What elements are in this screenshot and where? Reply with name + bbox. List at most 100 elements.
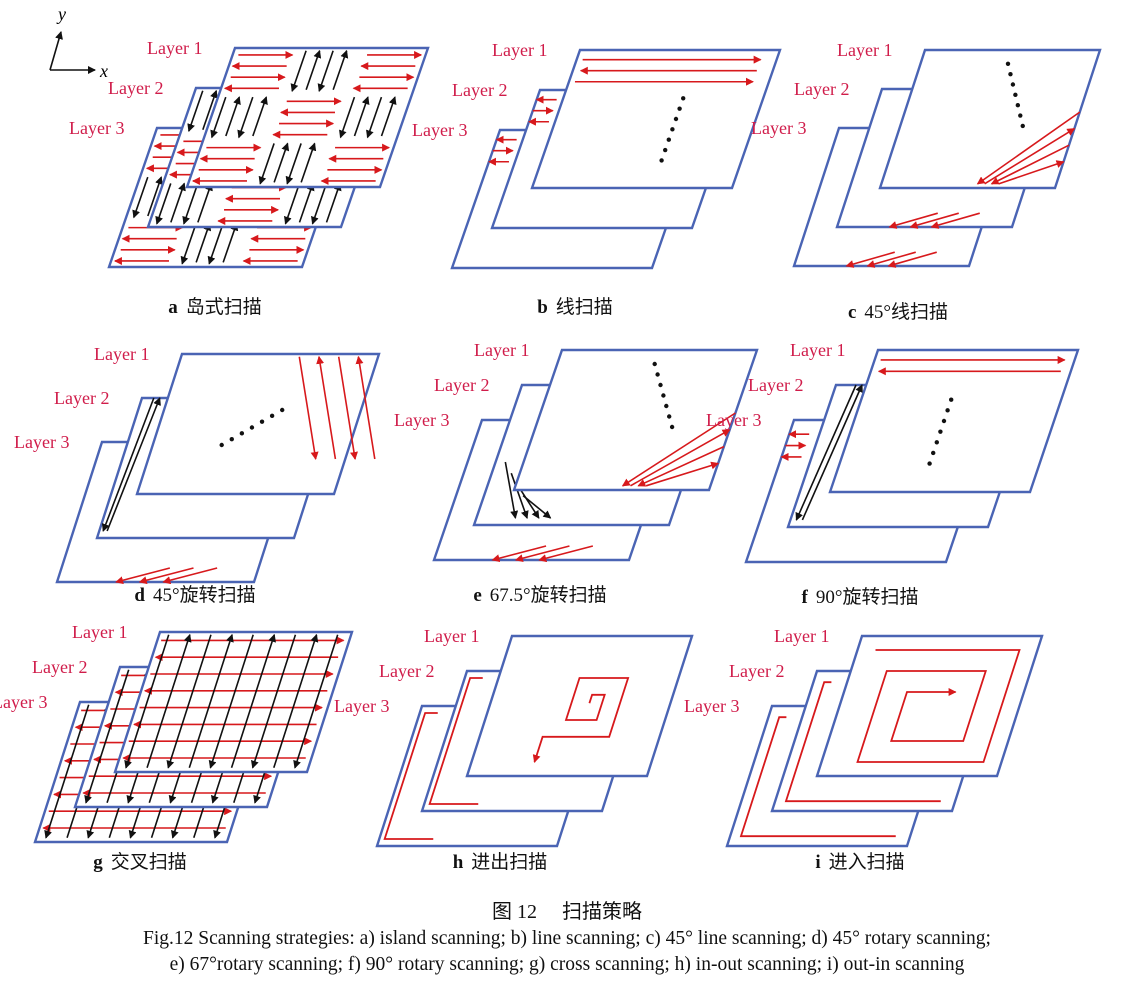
scan-vector-black <box>380 96 397 137</box>
scan-vector-black <box>300 142 317 183</box>
layer-label-2: Layer 2 <box>729 661 784 681</box>
layer-label-2: Layer 2 <box>379 661 434 681</box>
scan-vector-black <box>325 182 342 223</box>
scan-vector-black <box>504 461 519 519</box>
layer-1 <box>878 48 1102 190</box>
scan-vector-red <box>909 212 959 229</box>
scan-vector-black <box>187 90 204 133</box>
panel-title: 45°旋转扫描 <box>152 585 256 606</box>
continuation-dot <box>670 127 675 132</box>
scan-vector-black <box>180 223 197 265</box>
layer-1 <box>828 348 1080 494</box>
scan-vector-red <box>138 567 194 585</box>
panel-caption-e: e 67.5°旋转扫描 <box>473 580 606 607</box>
continuation-dot <box>219 442 224 448</box>
continuation-dot <box>239 431 245 436</box>
continuation-dot <box>652 361 657 367</box>
layer-label-2: Layer 2 <box>108 78 163 98</box>
panel-title: 90°旋转扫描 <box>815 587 919 608</box>
continuation-dot <box>1020 123 1025 129</box>
scan-vector-black <box>251 634 297 769</box>
panel-i: Layer 3 Layer 2 Layer 1 <box>684 626 1044 848</box>
scan-vector-red <box>621 412 736 487</box>
layer-label-1: Layer 1 <box>72 622 127 642</box>
continuation-dot <box>659 158 664 163</box>
scan-vector-black <box>273 633 319 769</box>
layer-label-3: Layer 3 <box>69 118 124 138</box>
scan-vector-black <box>155 183 172 225</box>
layer-label-2: Layer 2 <box>32 657 87 677</box>
scan-vector-black <box>195 222 212 263</box>
scan-vector-black <box>124 634 170 769</box>
scan-vector-black <box>273 142 290 183</box>
scan-vector-black <box>44 704 90 839</box>
scan-vector-red <box>984 127 1076 185</box>
scan-vector-black <box>225 96 241 137</box>
scan-vector-red <box>355 355 376 460</box>
panel-caption-g: g 交叉扫描 <box>93 847 187 874</box>
scan-path <box>784 681 941 803</box>
layer-label-3: Layer 3 <box>334 696 389 716</box>
caption-line-1: Fig.12 Scanning strategies: a) island sc… <box>143 928 991 949</box>
continuation-dot <box>681 96 686 101</box>
panel-e: Layer 3 Layer 2 Layer 1 <box>394 340 759 563</box>
caption-line-2: e) 67°rotary scanning; f) 90° rotary sca… <box>169 954 965 975</box>
layer-label-3: Layer 3 <box>706 410 761 430</box>
scan-vector-red <box>930 212 980 229</box>
scan-vector-black <box>258 143 275 185</box>
scan-vector-red <box>337 356 358 460</box>
scan-vector-red <box>990 144 1070 185</box>
scan-vector-red <box>298 356 319 460</box>
scan-vector-black <box>366 96 383 139</box>
scan-vector-black <box>510 472 529 519</box>
panel-letter: c <box>847 302 857 323</box>
continuation-dot <box>259 419 265 424</box>
continuation-dot <box>941 418 947 424</box>
layer-label-1: Layer 1 <box>424 626 479 646</box>
scan-vector-red <box>845 251 895 268</box>
scan-vector-black <box>197 182 213 223</box>
scan-vector-black <box>182 183 199 225</box>
panel-title: 岛式扫描 <box>185 297 262 318</box>
scan-vector-black <box>166 634 212 769</box>
scan-vector-black <box>207 223 224 265</box>
scan-path <box>739 716 896 838</box>
continuation-dot <box>249 425 255 430</box>
scan-vector-black <box>795 384 857 521</box>
scan-vector-black <box>252 96 268 137</box>
layer-1 <box>815 634 1044 778</box>
panel-title: 交叉扫描 <box>110 852 187 873</box>
panel-letter: e <box>473 585 482 606</box>
layer-plate <box>878 48 1102 190</box>
layer-plate <box>530 48 782 190</box>
panel-title: 67.5°旋转扫描 <box>489 585 607 606</box>
continuation-dot <box>1005 61 1011 66</box>
scan-vector-black <box>210 96 227 139</box>
scan-vector-black <box>353 96 370 137</box>
layer-1 <box>185 46 430 189</box>
scan-vector-red <box>162 567 218 585</box>
panel-letter: h <box>452 852 464 873</box>
scan-vector-black <box>106 397 161 532</box>
scan-vector-red <box>637 445 725 487</box>
layer-plate <box>465 634 694 778</box>
layer-label-2: Layer 2 <box>452 80 507 100</box>
scan-vector-black <box>284 183 301 225</box>
y-axis-arrow <box>49 31 63 71</box>
layer-label-1: Layer 1 <box>837 40 892 60</box>
panel-title: 进出扫描 <box>471 852 548 873</box>
panel-g: Layer 3 Layer 2 Layer 1 <box>0 622 354 844</box>
scan-vector-black <box>305 49 322 90</box>
scan-path <box>856 649 1021 763</box>
layer-1 <box>512 348 759 492</box>
continuation-dot <box>661 393 666 398</box>
scan-vector-red <box>630 429 731 487</box>
panel-h: Layer 3 Layer 2 Layer 1 <box>334 626 694 848</box>
continuation-dot <box>938 429 943 434</box>
layer-label-1: Layer 1 <box>474 340 529 360</box>
layer-1 <box>530 48 782 190</box>
continuation-dot <box>229 436 234 442</box>
scan-vector-black <box>293 634 339 769</box>
continuation-dot <box>934 440 939 445</box>
scan-vector-black <box>222 222 239 263</box>
